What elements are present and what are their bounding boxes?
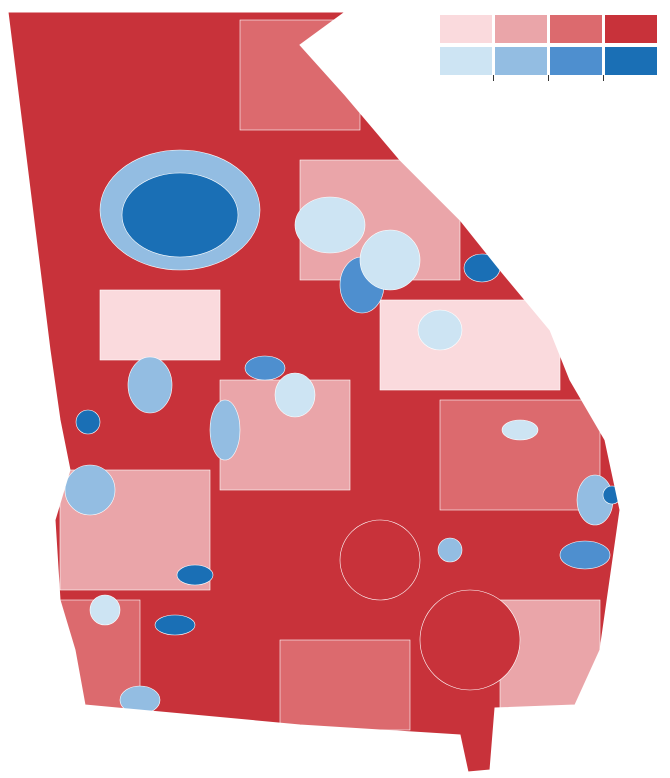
legend-swatch	[605, 15, 657, 43]
region	[75, 409, 101, 435]
region	[419, 589, 521, 691]
region	[154, 614, 196, 636]
region	[359, 229, 421, 291]
region	[339, 519, 421, 601]
legend-swatch	[495, 47, 547, 75]
legend-swatch	[440, 47, 492, 75]
region	[501, 419, 539, 441]
legend-swatch	[605, 47, 657, 75]
legend-swatch	[495, 15, 547, 43]
region	[559, 540, 611, 570]
region	[294, 196, 366, 254]
region	[279, 639, 411, 731]
legend	[440, 15, 657, 81]
region	[127, 356, 173, 414]
region	[64, 464, 116, 516]
legend-swatch	[440, 15, 492, 43]
region	[244, 355, 286, 381]
region	[121, 172, 239, 258]
region	[274, 372, 316, 418]
region	[463, 253, 501, 283]
region	[99, 289, 221, 361]
region	[239, 19, 361, 131]
region	[417, 309, 463, 351]
region	[209, 399, 241, 461]
region	[437, 537, 463, 563]
region	[439, 399, 601, 511]
region	[89, 594, 121, 626]
legend-swatch	[550, 15, 602, 43]
region	[379, 299, 561, 391]
legend-swatch	[550, 47, 602, 75]
region	[176, 564, 214, 586]
